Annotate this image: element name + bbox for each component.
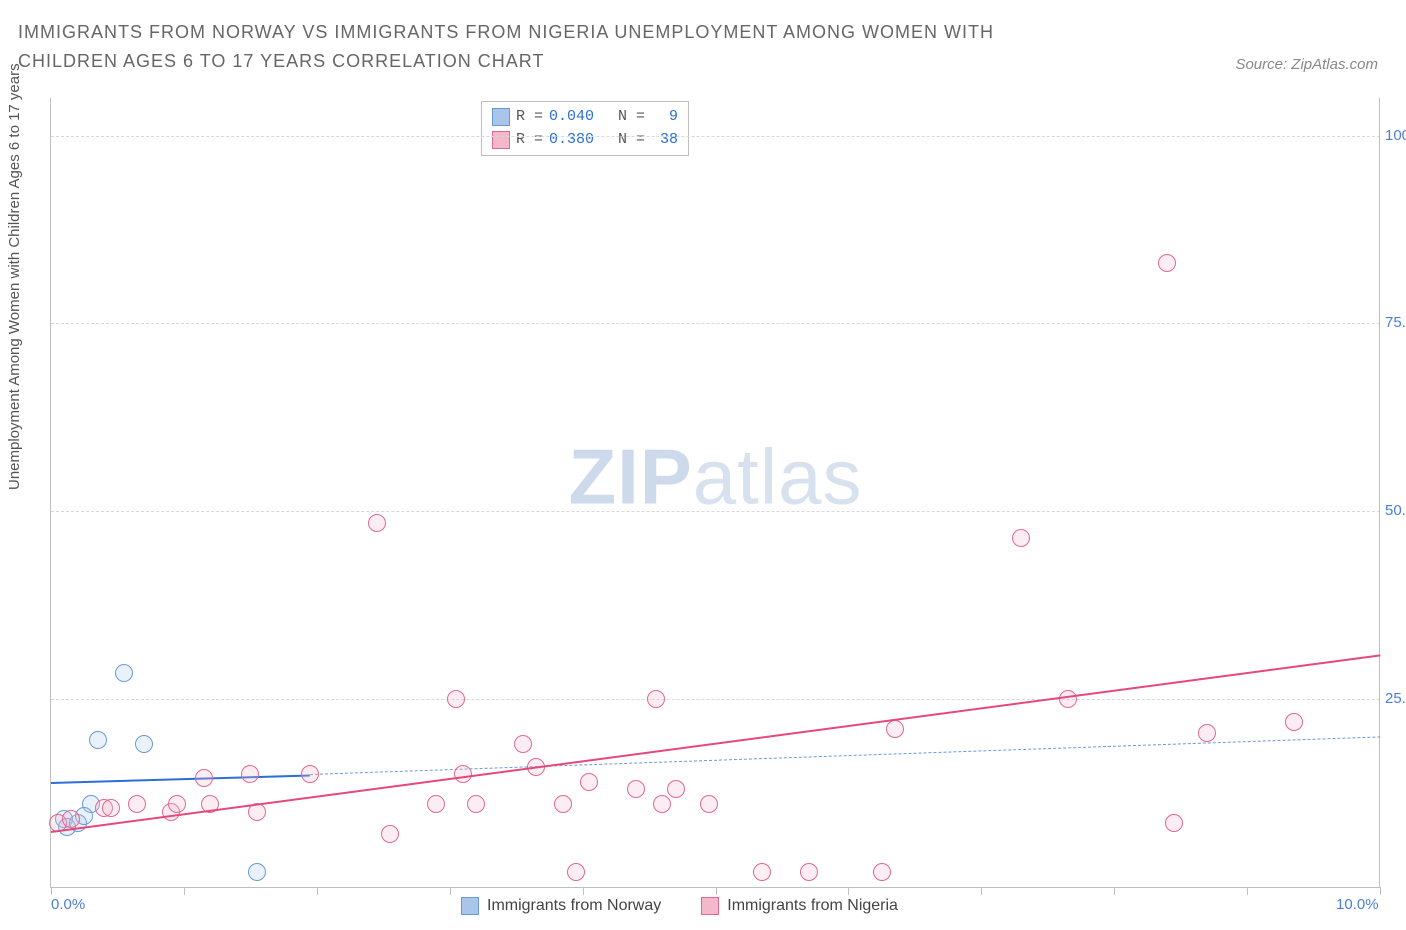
data-point	[301, 765, 319, 783]
data-point	[554, 795, 572, 813]
data-point	[514, 735, 532, 753]
source-attribution: Source: ZipAtlas.com	[1235, 56, 1378, 73]
legend-label: Immigrants from Nigeria	[727, 897, 898, 915]
swatch-nigeria	[492, 131, 510, 149]
data-point	[567, 863, 585, 881]
x-tick	[848, 887, 849, 895]
x-tick	[1114, 887, 1115, 895]
data-point	[427, 795, 445, 813]
data-point	[115, 664, 133, 682]
gridline	[51, 323, 1380, 324]
data-point	[627, 780, 645, 798]
data-point	[653, 795, 671, 813]
legend-row: R = 0.380 N = 38	[492, 129, 678, 152]
data-point	[467, 795, 485, 813]
chart-title: IMMIGRANTS FROM NORWAY VS IMMIGRANTS FRO…	[18, 18, 1018, 76]
x-tick	[51, 887, 52, 895]
x-tick-label: 0.0%	[51, 896, 85, 913]
data-point	[800, 863, 818, 881]
data-point	[168, 795, 186, 813]
data-point	[102, 799, 120, 817]
y-tick-label: 75.0%	[1385, 314, 1406, 331]
data-point	[753, 863, 771, 881]
y-tick-label: 100.0%	[1385, 127, 1406, 144]
watermark-bold: ZIP	[568, 432, 692, 520]
gridline	[51, 699, 1380, 700]
scatter-chart: ZIPatlas R = 0.040 N = 9 R = 0.380 N = 3…	[50, 98, 1380, 888]
data-point	[368, 514, 386, 532]
right-axis	[1379, 98, 1380, 887]
data-point	[1285, 713, 1303, 731]
swatch-norway	[492, 108, 510, 126]
data-point	[381, 825, 399, 843]
y-tick-label: 50.0%	[1385, 502, 1406, 519]
swatch-norway	[461, 897, 479, 915]
x-tick	[583, 887, 584, 895]
data-point	[700, 795, 718, 813]
data-point	[1198, 724, 1216, 742]
data-point	[580, 773, 598, 791]
x-tick	[184, 887, 185, 895]
data-point	[667, 780, 685, 798]
trend-line	[51, 774, 310, 784]
x-tick	[1247, 887, 1248, 895]
x-tick	[317, 887, 318, 895]
n-label: N =	[600, 106, 645, 129]
data-point	[1059, 690, 1077, 708]
r-label: R =	[516, 129, 543, 152]
data-point	[248, 863, 266, 881]
y-tick-label: 25.0%	[1385, 690, 1406, 707]
data-point	[1012, 529, 1030, 547]
data-point	[1165, 814, 1183, 832]
series-legend: Immigrants from Norway Immigrants from N…	[461, 897, 898, 915]
x-tick	[716, 887, 717, 895]
legend-label: Immigrants from Norway	[487, 897, 661, 915]
data-point	[241, 765, 259, 783]
x-tick-label: 10.0%	[1336, 896, 1379, 913]
data-point	[135, 735, 153, 753]
r-value-nigeria: 0.380	[549, 129, 594, 152]
data-point	[89, 731, 107, 749]
legend-item-norway: Immigrants from Norway	[461, 897, 661, 915]
data-point	[873, 863, 891, 881]
legend-item-nigeria: Immigrants from Nigeria	[701, 897, 898, 915]
r-label: R =	[516, 106, 543, 129]
n-value-norway: 9	[651, 106, 678, 129]
x-tick	[450, 887, 451, 895]
legend-row: R = 0.040 N = 9	[492, 106, 678, 129]
gridline	[51, 136, 1380, 137]
data-point	[447, 690, 465, 708]
n-label: N =	[600, 129, 645, 152]
data-point	[1158, 254, 1176, 272]
x-tick	[1380, 887, 1381, 895]
correlation-legend: R = 0.040 N = 9 R = 0.380 N = 38	[481, 101, 689, 156]
n-value-nigeria: 38	[651, 129, 678, 152]
r-value-norway: 0.040	[549, 106, 594, 129]
data-point	[195, 769, 213, 787]
watermark: ZIPatlas	[568, 431, 862, 522]
x-tick	[981, 887, 982, 895]
data-point	[886, 720, 904, 738]
data-point	[128, 795, 146, 813]
data-point	[647, 690, 665, 708]
y-axis-label: Unemployment Among Women with Children A…	[6, 63, 23, 490]
swatch-nigeria	[701, 897, 719, 915]
gridline	[51, 511, 1380, 512]
watermark-light: atlas	[693, 432, 863, 520]
